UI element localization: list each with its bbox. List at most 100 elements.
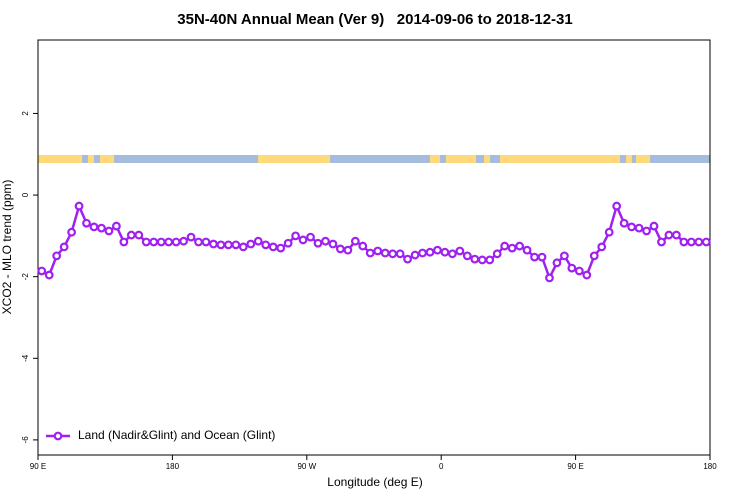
data-point xyxy=(89,222,99,232)
data-point xyxy=(433,245,442,255)
chart-title: 35N-40N Annual Mean (Ver 9) 2014-09-06 t… xyxy=(177,11,572,28)
data-point xyxy=(545,273,554,283)
x-tick-label: 90 E xyxy=(30,462,46,471)
data-point xyxy=(52,251,62,261)
legend-marker xyxy=(53,431,63,441)
y-tick-label: 0 xyxy=(21,192,30,197)
data-point xyxy=(657,237,666,247)
data-point xyxy=(530,252,539,262)
data-point xyxy=(126,230,136,240)
data-point xyxy=(246,239,256,249)
data-point xyxy=(44,270,54,280)
x-axis-label: Longitude (deg E) xyxy=(327,475,422,489)
x-tick-label: 90 W xyxy=(297,462,316,471)
data-point xyxy=(67,227,76,237)
data-point xyxy=(701,237,711,247)
x-tick-label: 180 xyxy=(703,462,717,471)
data-point xyxy=(462,251,472,261)
data-point xyxy=(560,251,569,261)
data-point xyxy=(522,245,532,255)
data-point xyxy=(37,266,47,276)
data-point xyxy=(171,237,181,247)
y-tick-label: -6 xyxy=(21,436,30,444)
data-point xyxy=(268,242,278,252)
data-point xyxy=(649,221,659,231)
data-point xyxy=(634,223,644,233)
data-point xyxy=(425,247,435,257)
data-point xyxy=(149,237,159,247)
data-point xyxy=(358,241,368,251)
data-point xyxy=(104,226,114,236)
data-point xyxy=(201,237,211,247)
data-point xyxy=(552,258,562,268)
data-point xyxy=(597,242,607,252)
data-point xyxy=(679,237,689,247)
data-point xyxy=(627,222,636,232)
data-point xyxy=(515,241,524,251)
data-point xyxy=(694,237,704,247)
data-point xyxy=(380,248,390,258)
data-point xyxy=(111,221,121,231)
data-point xyxy=(388,249,398,259)
data-point xyxy=(604,227,614,237)
data-point xyxy=(350,236,360,246)
data-point xyxy=(440,247,450,257)
data-point xyxy=(664,230,674,240)
plot-frame xyxy=(37,39,711,456)
data-point xyxy=(134,230,144,240)
data-point xyxy=(306,232,315,242)
data-point xyxy=(223,240,233,250)
data-point xyxy=(574,266,584,276)
data-point xyxy=(97,223,106,233)
y-tick-label: -4 xyxy=(21,354,30,362)
data-point xyxy=(238,242,248,252)
data-point xyxy=(567,263,577,273)
data-point xyxy=(507,243,517,253)
data-point xyxy=(298,235,308,245)
data-point xyxy=(261,240,271,250)
data-point xyxy=(343,245,353,255)
y-axis-label: XCO2 - MLO trend (ppm) xyxy=(0,180,14,315)
series-line xyxy=(41,202,707,282)
data-point xyxy=(477,255,487,265)
data-point xyxy=(612,201,622,211)
data-point xyxy=(410,250,420,260)
data-point xyxy=(448,249,457,259)
data-point xyxy=(82,218,91,228)
legend-label: Land (Nadir&Glint) and Ocean (Glint) xyxy=(78,428,275,442)
data-point xyxy=(59,242,69,252)
data-point xyxy=(194,237,203,247)
x-tick-label: 90 E xyxy=(567,462,583,471)
x-tick-label: 180 xyxy=(166,462,180,471)
data-point xyxy=(291,231,301,241)
data-point xyxy=(141,237,151,247)
data-point xyxy=(253,236,263,246)
data-point xyxy=(642,226,651,236)
data-point xyxy=(686,237,696,247)
data-point xyxy=(164,237,174,247)
data-point xyxy=(672,230,681,240)
x-tick-label: 0 xyxy=(439,462,444,471)
y-tick-label: 2 xyxy=(21,111,30,116)
data-point xyxy=(283,238,293,248)
data-point xyxy=(470,254,480,264)
data-point xyxy=(156,237,166,247)
data-point xyxy=(231,240,241,250)
data-point xyxy=(373,246,383,256)
data-point xyxy=(186,232,196,242)
data-point xyxy=(455,246,465,256)
data-point xyxy=(589,251,599,261)
data-point xyxy=(336,244,345,254)
data-point xyxy=(582,270,592,280)
data-point xyxy=(365,248,375,258)
data-point xyxy=(403,254,413,264)
data-point xyxy=(313,238,323,248)
data-point xyxy=(119,237,129,247)
data-point xyxy=(492,249,502,259)
y-tick-label: -2 xyxy=(21,273,30,281)
data-point xyxy=(537,252,547,262)
data-point xyxy=(179,236,189,246)
data-point xyxy=(395,249,405,259)
data-point xyxy=(74,201,84,211)
